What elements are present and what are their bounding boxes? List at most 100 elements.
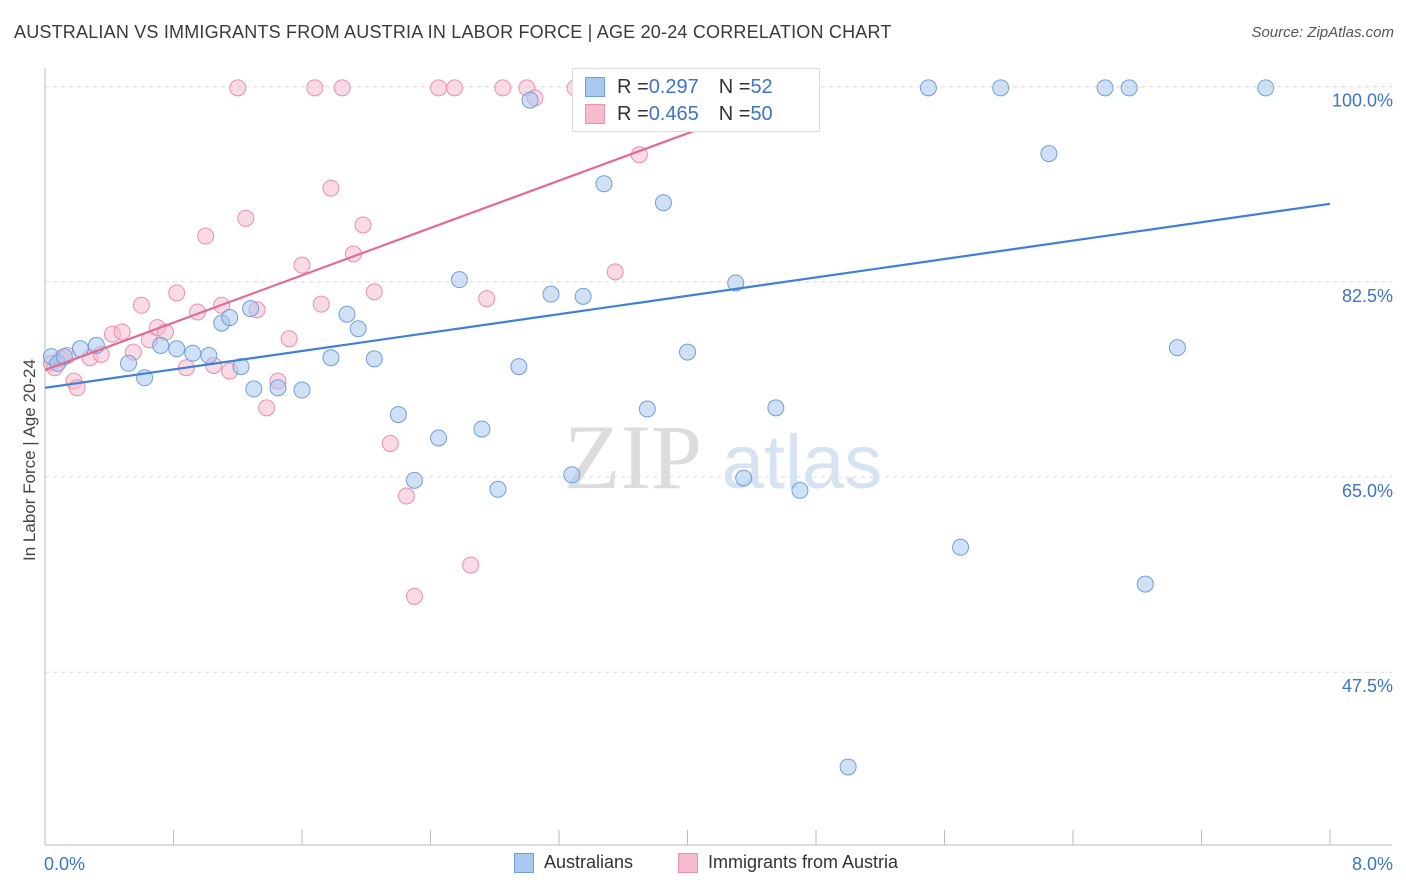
australians-point bbox=[245, 380, 263, 398]
australians-point bbox=[839, 758, 857, 776]
austria-point bbox=[494, 79, 512, 97]
australians-point bbox=[293, 381, 311, 399]
austria-point bbox=[430, 79, 448, 97]
australians-point bbox=[430, 429, 448, 447]
australians-point bbox=[542, 285, 560, 303]
austria-point bbox=[397, 487, 415, 505]
australians-point bbox=[919, 79, 937, 97]
austria-point bbox=[197, 227, 215, 245]
australians-points bbox=[42, 79, 1275, 776]
australians-point bbox=[638, 400, 656, 418]
tick-labels: 47.5% 65.0% 82.5% 100.0% 0.0% 8.0% bbox=[44, 91, 1393, 874]
x-tick-label-end: 8.0% bbox=[1352, 854, 1393, 874]
axes bbox=[44, 68, 1392, 846]
x-tick-label-start: 0.0% bbox=[44, 854, 85, 874]
australians-point bbox=[727, 274, 745, 292]
austria-point bbox=[306, 79, 324, 97]
australians-point bbox=[242, 300, 260, 318]
watermark-zip: ZIP bbox=[564, 406, 702, 508]
austria-point bbox=[293, 256, 311, 274]
austria-points bbox=[42, 79, 648, 605]
legend-r-value: 0.297 bbox=[648, 75, 699, 98]
australians-trend-line bbox=[44, 202, 1331, 389]
australians-point bbox=[1168, 339, 1186, 357]
watermark: ZIP atlas bbox=[564, 406, 882, 508]
australians-point bbox=[322, 349, 340, 367]
austria-trend-line bbox=[44, 96, 785, 371]
austria-point bbox=[322, 179, 340, 197]
australians-point bbox=[595, 175, 613, 193]
australians-point bbox=[200, 346, 218, 364]
y-tick-label: 100.0% bbox=[1332, 91, 1393, 111]
source-label: Source: ZipAtlas.com bbox=[1251, 24, 1394, 41]
chart-title: AUSTRALIAN VS IMMIGRANTS FROM AUSTRIA IN… bbox=[14, 22, 892, 42]
austria-point bbox=[229, 79, 247, 97]
legend-r-label: R = bbox=[617, 102, 649, 125]
legend-r-value: 0.465 bbox=[648, 102, 699, 125]
australians-point bbox=[405, 471, 423, 489]
australians-point bbox=[510, 358, 528, 376]
australians-point bbox=[1120, 79, 1138, 97]
australians-point bbox=[184, 344, 202, 362]
australians-point bbox=[791, 481, 809, 499]
austria-point bbox=[446, 79, 464, 97]
australians-point bbox=[473, 420, 491, 438]
australians-point bbox=[679, 343, 696, 361]
australians-point bbox=[521, 91, 539, 109]
austria-point bbox=[237, 209, 255, 227]
australians-point bbox=[152, 336, 170, 354]
austria-point bbox=[365, 283, 383, 301]
australians-point bbox=[952, 538, 970, 556]
austria-point bbox=[606, 263, 624, 281]
legend-n-value: 52 bbox=[750, 75, 773, 98]
australians-point bbox=[120, 354, 138, 372]
australians-point bbox=[450, 271, 468, 289]
austria-point bbox=[333, 79, 351, 97]
australians-point bbox=[1136, 575, 1154, 593]
legend-r-label: R = bbox=[617, 75, 649, 98]
legend-row-australians: R = 0.297 N = 52 bbox=[585, 76, 773, 98]
austria-point bbox=[381, 435, 399, 453]
austria-point bbox=[280, 330, 298, 348]
legend-n-value: 50 bbox=[750, 102, 773, 125]
australians-point bbox=[992, 79, 1010, 97]
stats-legend: R = 0.297 N = 52 R = 0.465 N = 50 bbox=[572, 68, 820, 132]
trend-lines bbox=[44, 96, 1331, 389]
y-tick-label: 82.5% bbox=[1342, 286, 1393, 306]
australians-point bbox=[221, 309, 239, 327]
australians-point bbox=[563, 466, 581, 484]
australians-point bbox=[1040, 145, 1058, 163]
australians-point bbox=[1257, 79, 1275, 97]
austria-point bbox=[132, 296, 150, 314]
austria-point bbox=[168, 284, 186, 302]
australians-point bbox=[574, 287, 592, 305]
australians-point bbox=[269, 379, 287, 397]
australians-point bbox=[365, 350, 383, 368]
legend-swatch-australians bbox=[585, 77, 605, 97]
australians-point bbox=[168, 340, 186, 358]
australians-point bbox=[489, 480, 507, 498]
legend-n-label: N = bbox=[718, 102, 751, 125]
y-tick-label: 65.0% bbox=[1342, 481, 1393, 501]
bottom-legend-label-australians: Australians bbox=[544, 852, 634, 872]
australians-point bbox=[349, 320, 367, 338]
legend-swatch-austria bbox=[585, 104, 605, 124]
y-tick-label: 47.5% bbox=[1342, 676, 1393, 696]
bottom-legend-austria: Immigrants from Austria bbox=[678, 852, 898, 873]
australians-point bbox=[735, 469, 753, 487]
australians-point bbox=[232, 358, 250, 376]
austria-point bbox=[478, 290, 496, 308]
australians-point bbox=[767, 399, 785, 417]
austria-point bbox=[258, 399, 276, 417]
austria-point bbox=[462, 556, 480, 574]
grid-lines bbox=[45, 86, 1392, 673]
australians-point bbox=[338, 305, 356, 323]
australians-point bbox=[1096, 79, 1114, 97]
austria-point bbox=[354, 216, 372, 234]
legend-row-austria: R = 0.465 N = 50 bbox=[585, 103, 773, 125]
australians-point bbox=[654, 194, 672, 212]
austria-point bbox=[113, 323, 131, 341]
austria-point bbox=[405, 587, 423, 605]
australians-point bbox=[389, 406, 407, 424]
